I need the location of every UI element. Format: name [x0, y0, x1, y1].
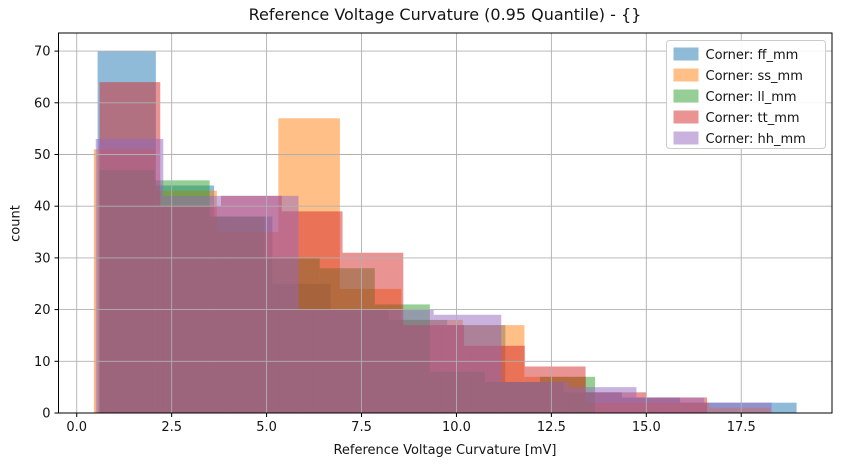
histogram-bar: [163, 195, 231, 413]
histogram-bar: [95, 138, 164, 414]
legend-swatch: [673, 110, 699, 124]
x-tick-label: 5.0: [256, 420, 277, 435]
legend-swatch: [673, 131, 699, 145]
legend-label: Corner: ss_mm: [706, 69, 803, 84]
histogram-bar: [230, 195, 299, 413]
y-tick-label: 30: [34, 251, 51, 266]
histogram-bar: [704, 402, 772, 413]
legend-box: [666, 40, 826, 149]
chart-title: Reference Voltage Curvature (0.95 Quanti…: [248, 5, 642, 24]
ticks: [54, 50, 742, 417]
x-tick-label: 10.0: [442, 420, 471, 435]
x-tick-label: 17.5: [727, 420, 756, 435]
x-tick-label: 7.5: [351, 420, 372, 435]
x-tick-label: 0.0: [66, 420, 87, 435]
x-tick-label: 12.5: [537, 420, 566, 435]
series-hh_mm: [95, 138, 772, 414]
histogram-bar: [636, 397, 705, 413]
y-tick-label: 70: [34, 45, 51, 60]
histogram-bar: [433, 314, 502, 413]
legend-swatch: [673, 47, 699, 61]
x-axis-label: Reference Voltage Curvature [mV]: [333, 443, 557, 458]
y-tick-label: 60: [34, 96, 51, 111]
axes-spine: [58, 32, 833, 414]
legend-label: Corner: tt_mm: [706, 111, 800, 126]
histogram-bar: [568, 387, 637, 413]
x-tick-label: 2.5: [161, 420, 182, 435]
y-tick-label: 20: [34, 303, 51, 318]
x-tick-label: 15.0: [632, 420, 661, 435]
legend-swatch: [673, 89, 699, 103]
y-tick-label: 50: [34, 148, 51, 163]
tick-labels: 0.0 2.5 5.0 7.5 10.0 12.5 15.0 17.5 0 10 20 30 40 50 6…: [34, 45, 756, 435]
legend: Corner: ff_mm Corner: ss_mm Corner: ll_mm C…: [666, 40, 826, 149]
legend-label: Corner: ll_mm: [706, 90, 797, 105]
legend-label: Corner: hh_mm: [706, 132, 806, 147]
legend-swatch: [673, 68, 699, 82]
legend-label: Corner: ff_mm: [706, 48, 799, 63]
histogram-bar: [501, 381, 569, 413]
y-axis-label: count: [8, 205, 24, 242]
y-tick-label: 40: [34, 200, 51, 215]
y-tick-label: 0: [42, 407, 50, 422]
y-tick-label: 10: [34, 355, 51, 370]
